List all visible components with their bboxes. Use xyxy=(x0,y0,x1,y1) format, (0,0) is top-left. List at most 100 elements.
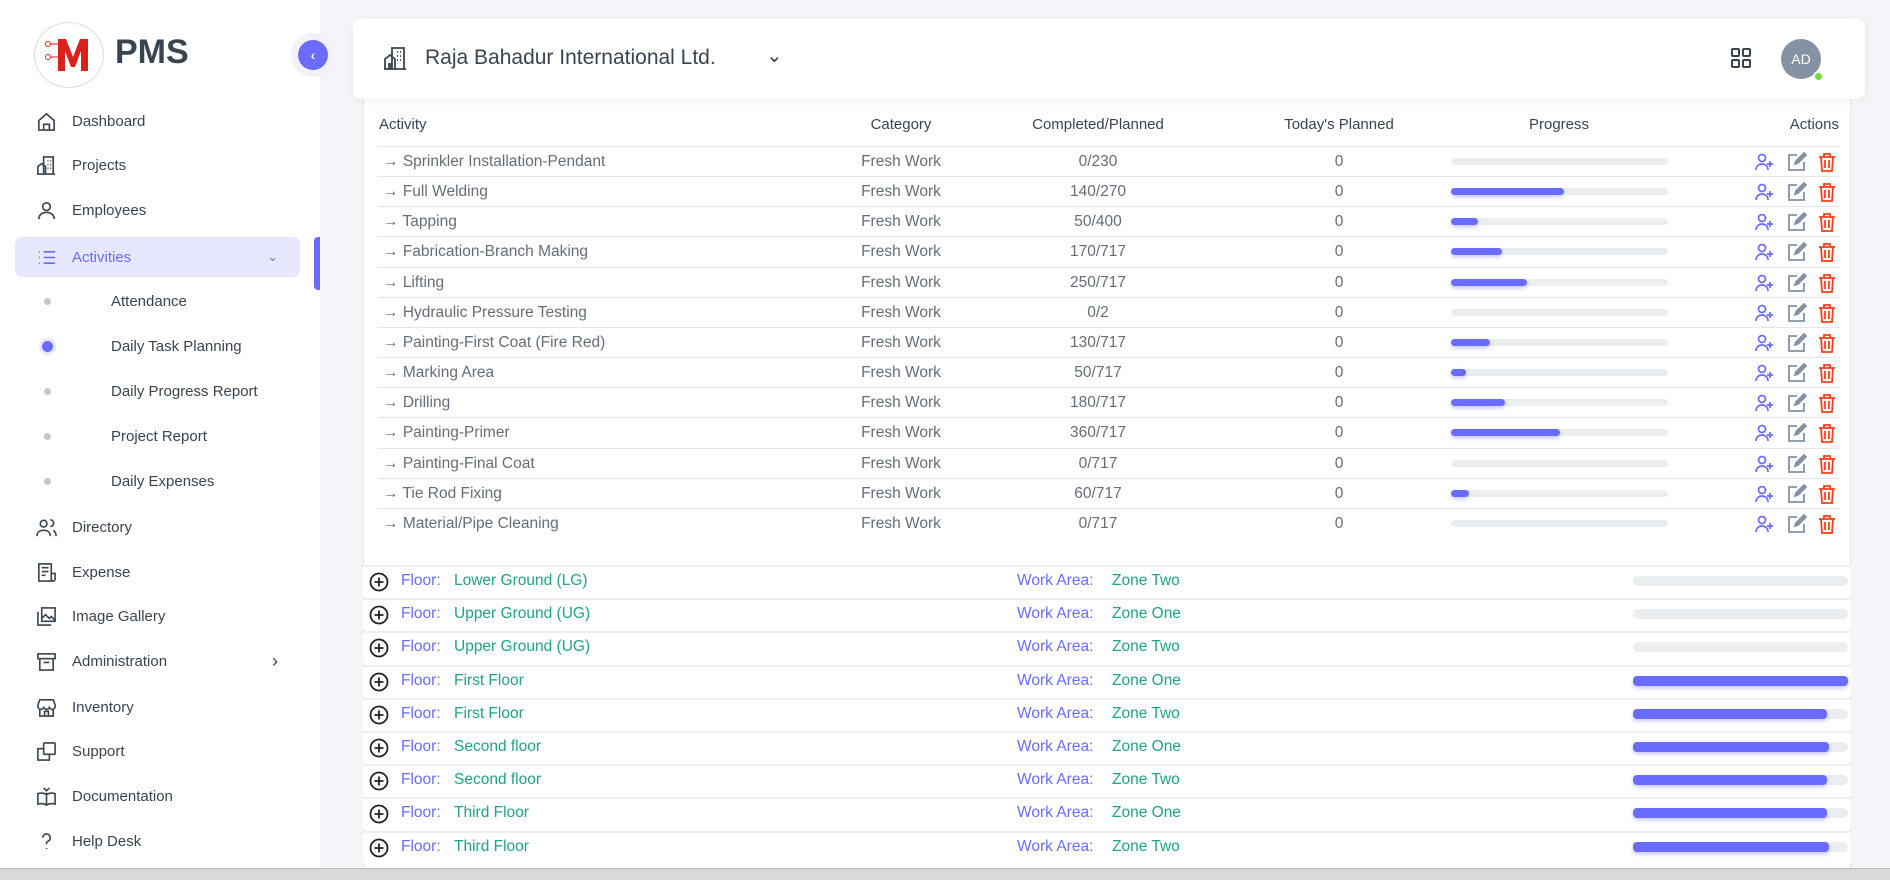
floor-row[interactable]: Floor: Upper Ground (UG) Work Area: Zone… xyxy=(363,598,1851,630)
category-cell: Fresh Work xyxy=(861,454,941,472)
assign-user-icon[interactable] xyxy=(1755,423,1775,443)
assign-user-icon[interactable] xyxy=(1755,333,1775,353)
question-icon xyxy=(35,830,57,852)
floor-name: Upper Ground (UG) xyxy=(454,638,591,656)
edit-icon[interactable] xyxy=(1787,212,1807,232)
assign-user-icon[interactable] xyxy=(1755,484,1775,504)
delete-icon[interactable] xyxy=(1817,333,1837,353)
column-header-completed-planned: Completed/Planned xyxy=(1032,116,1164,133)
sidebar-item-directory[interactable]: Directory xyxy=(15,507,300,547)
delete-icon[interactable] xyxy=(1817,303,1837,323)
assign-user-icon[interactable] xyxy=(1755,514,1775,534)
table-row: → Hydraulic Pressure Testing Fresh Work … xyxy=(378,296,1840,327)
floor-row[interactable]: Floor: Second floor Work Area: Zone Two xyxy=(363,764,1851,796)
assign-user-icon[interactable] xyxy=(1755,152,1775,172)
expand-plus-icon[interactable] xyxy=(369,804,389,824)
delete-icon[interactable] xyxy=(1817,363,1837,383)
sidebar-item-expense[interactable]: Expense xyxy=(15,552,300,592)
edit-icon[interactable] xyxy=(1787,393,1807,413)
expand-plus-icon[interactable] xyxy=(369,572,389,592)
work-area-name: Zone Two xyxy=(1112,771,1180,789)
expand-plus-icon[interactable] xyxy=(369,672,389,692)
collapse-sidebar-button[interactable]: ‹ xyxy=(298,40,328,70)
table-row: → Full Welding Fresh Work 140/270 0 xyxy=(378,176,1840,206)
edit-icon[interactable] xyxy=(1787,453,1807,474)
expand-plus-icon[interactable] xyxy=(369,605,389,625)
floor-row[interactable]: Floor: First Floor Work Area: Zone Two xyxy=(363,697,1851,729)
delete-icon[interactable] xyxy=(1817,182,1837,203)
sidebar-item-projects[interactable]: Projects xyxy=(15,145,300,185)
column-header-actions: Actions xyxy=(1789,116,1839,133)
edit-icon[interactable] xyxy=(1787,483,1807,504)
floor-row[interactable]: Floor: Upper Ground (UG) Work Area: Zone… xyxy=(363,631,1851,663)
sidebar-subitem-attendance[interactable]: Attendance xyxy=(15,283,300,319)
chevron-down-icon[interactable]: ⌄ xyxy=(766,45,783,67)
work-area-label: Work Area: xyxy=(1017,738,1094,755)
expand-plus-icon[interactable] xyxy=(369,838,389,858)
edit-icon[interactable] xyxy=(1787,242,1807,262)
sidebar-item-documentation[interactable]: Documentation xyxy=(15,776,300,816)
edit-icon[interactable] xyxy=(1787,152,1807,172)
sidebar-subitem-project-report[interactable]: Project Report xyxy=(15,418,300,454)
floor-row[interactable]: Floor: Lower Ground (LG) Work Area: Zone… xyxy=(363,565,1851,596)
sidebar-item-inventory[interactable]: Inventory xyxy=(15,687,300,727)
assign-user-icon[interactable] xyxy=(1755,393,1775,413)
assign-user-icon[interactable] xyxy=(1755,212,1775,232)
delete-icon[interactable] xyxy=(1817,273,1837,293)
sidebar-item-employees[interactable]: Employees xyxy=(15,190,300,230)
delete-icon[interactable] xyxy=(1817,484,1837,504)
edit-icon[interactable] xyxy=(1787,182,1807,202)
edit-icon[interactable] xyxy=(1787,302,1807,323)
sidebar-item-support[interactable]: Support xyxy=(15,731,300,771)
delete-icon[interactable] xyxy=(1817,242,1837,263)
assign-user-icon[interactable] xyxy=(1755,273,1775,293)
expand-plus-icon[interactable] xyxy=(369,771,389,791)
sidebar-item-activities[interactable]: Activities ⌄ xyxy=(15,237,300,277)
work-area-label: Work Area: xyxy=(1017,704,1094,722)
floor-row[interactable]: Floor: First Floor Work Area: Zone One xyxy=(363,664,1851,696)
table-row: → Drilling Fresh Work 180/717 0 xyxy=(378,387,1840,417)
building-icon xyxy=(35,154,57,176)
expand-plus-icon[interactable] xyxy=(369,738,389,758)
completed-planned-cell: 60/717 xyxy=(1074,484,1122,502)
assign-user-icon[interactable] xyxy=(1755,454,1775,474)
sidebar-subitem-daily-progress-report[interactable]: Daily Progress Report xyxy=(15,373,300,409)
edit-icon[interactable] xyxy=(1787,363,1807,383)
delete-icon[interactable] xyxy=(1817,212,1837,233)
delete-icon[interactable] xyxy=(1817,393,1837,414)
floor-row[interactable]: Floor: Third Floor Work Area: Zone Two xyxy=(363,830,1851,862)
assign-user-icon[interactable] xyxy=(1755,182,1775,202)
progress-fill xyxy=(1633,708,1827,719)
floor-name: Second floor xyxy=(454,738,542,755)
delete-icon[interactable] xyxy=(1817,423,1837,444)
floor-name: Third Floor xyxy=(454,804,529,822)
delete-icon[interactable] xyxy=(1817,152,1837,172)
todays-planned-cell: 0 xyxy=(1334,273,1344,291)
floor-row[interactable]: Floor: Third Floor Work Area: Zone One xyxy=(363,797,1851,829)
sidebar-item-help-desk[interactable]: Help Desk xyxy=(15,821,300,861)
edit-icon[interactable] xyxy=(1787,513,1807,534)
assign-user-icon[interactable] xyxy=(1755,363,1775,383)
arrow-right-icon: → xyxy=(383,364,399,382)
assign-user-icon[interactable] xyxy=(1755,242,1775,262)
delete-icon[interactable] xyxy=(1817,454,1837,474)
sidebar-subitem-daily-expenses[interactable]: Daily Expenses xyxy=(15,463,300,499)
sidebar-item-image-gallery[interactable]: Image Gallery xyxy=(15,596,300,636)
progress-fill xyxy=(1633,742,1829,752)
edit-icon[interactable] xyxy=(1787,423,1807,443)
edit-icon[interactable] xyxy=(1787,272,1807,293)
logo[interactable] xyxy=(34,22,104,88)
sidebar-subitem-daily-task-planning[interactable]: Daily Task Planning xyxy=(15,328,300,364)
completed-planned-cell: 0/230 xyxy=(1078,153,1118,170)
category-cell: Fresh Work xyxy=(861,183,941,201)
apps-grid-icon[interactable] xyxy=(1730,47,1752,69)
expand-plus-icon[interactable] xyxy=(369,705,389,725)
project-selector[interactable]: Raja Bahadur International Ltd. xyxy=(425,46,716,69)
sidebar-item-dashboard[interactable]: Dashboard xyxy=(15,101,300,141)
floor-row[interactable]: Floor: Second floor Work Area: Zone One xyxy=(363,731,1851,762)
sidebar-item-administration[interactable]: Administration › xyxy=(15,641,300,681)
edit-icon[interactable] xyxy=(1787,332,1807,353)
assign-user-icon[interactable] xyxy=(1755,303,1775,323)
delete-icon[interactable] xyxy=(1817,514,1837,534)
expand-plus-icon[interactable] xyxy=(369,638,389,658)
